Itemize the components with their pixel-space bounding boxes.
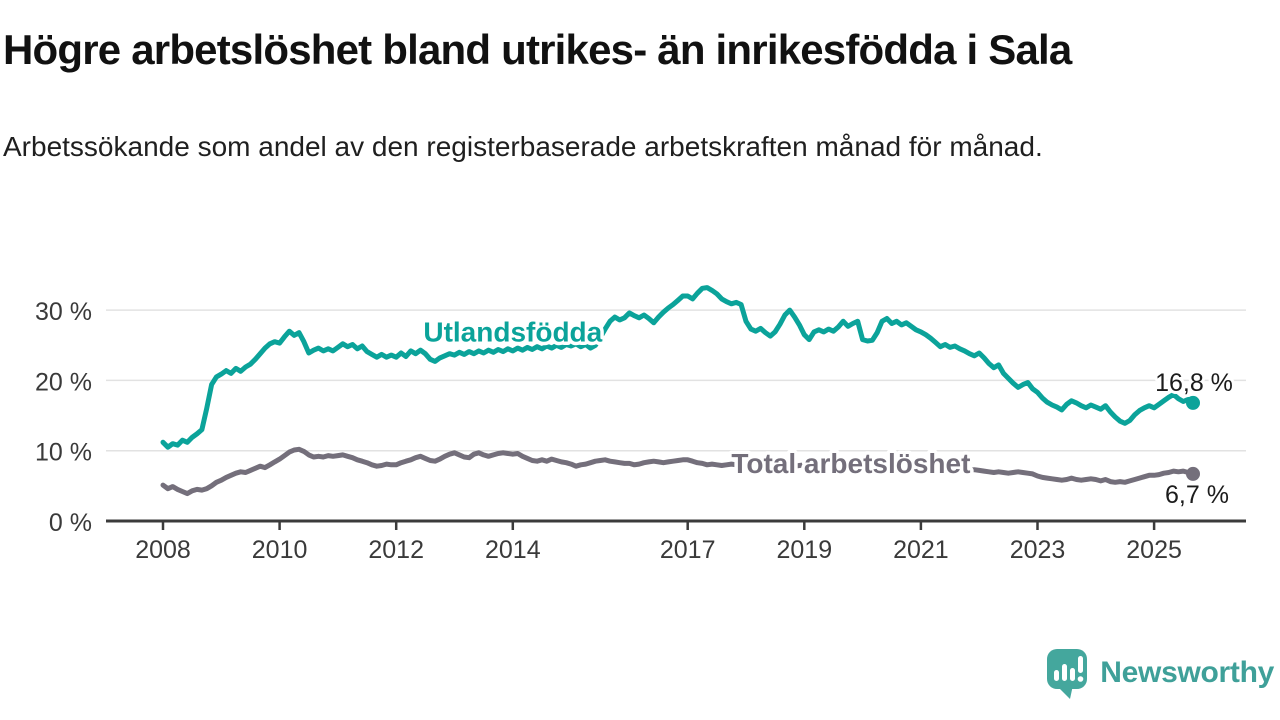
unemployment-line-chart: 2008 2010 2012 2014 2017 2019 2021 2023 2025 0 % 1…	[35, 285, 1246, 564]
page-title: Högre arbetslöshet bland utrikes- än inr…	[3, 26, 1072, 73]
brand-name: Newsworthy	[1100, 656, 1274, 689]
y-tick-label-0: 0 %	[49, 509, 92, 537]
x-tick-label-2008: 2008	[135, 536, 191, 564]
end-value-label-total: 6,7 %	[1165, 481, 1229, 509]
y-tick-label-20: 20 %	[35, 368, 92, 396]
x-tick-label-2019: 2019	[776, 536, 832, 564]
series-line-total	[160, 446, 1196, 497]
x-tick-label-2012: 2012	[368, 536, 424, 564]
end-value-label-utlandsfodda: 16,8 %	[1155, 369, 1233, 397]
logo-bubble	[1047, 649, 1088, 699]
series-label-total: Total arbetslöshet	[731, 448, 970, 479]
x-tick-label-2010: 2010	[252, 536, 308, 564]
series-line-utlandsfodda	[160, 285, 1196, 450]
y-tick-label-10: 10 %	[35, 439, 92, 467]
bar-chart-speech-bubble-icon	[1047, 649, 1088, 699]
x-tick-label-2014: 2014	[485, 536, 541, 564]
end-dot-utlandsfodda	[1186, 395, 1200, 410]
x-tick-label-2025: 2025	[1126, 536, 1182, 564]
series-label-utlandsfodda: Utlandsfödda	[423, 317, 602, 348]
x-tick-label-2021: 2021	[893, 536, 949, 564]
x-tick-label-2023: 2023	[1010, 536, 1066, 564]
y-tick-label-30: 30 %	[35, 298, 92, 326]
page-subtitle: Arbetssökande som andel av den registerb…	[3, 131, 1043, 162]
x-tick-label-2017: 2017	[660, 536, 716, 564]
newsworthy-logo: Newsworthy	[1046, 646, 1274, 700]
end-dot-total	[1186, 466, 1200, 481]
